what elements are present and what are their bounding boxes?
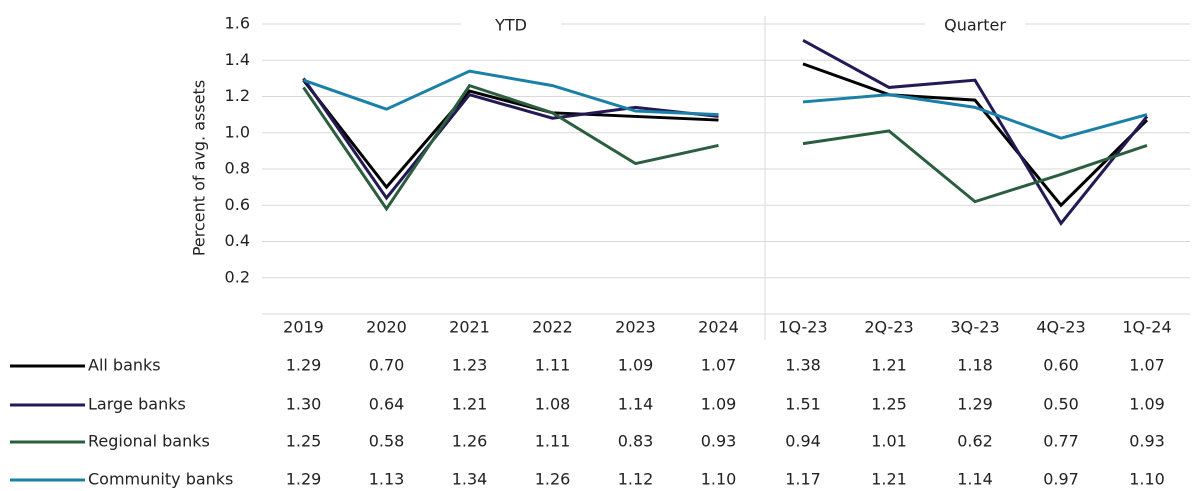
y-tick-label: 1.2 — [225, 86, 250, 105]
y-tick-label: 0.8 — [225, 159, 250, 178]
x-tick-label: 2019 — [283, 318, 324, 337]
panel-title-bg — [925, 12, 1025, 36]
table-value: 1.38 — [785, 356, 821, 375]
table-value: 1.14 — [957, 470, 993, 489]
table-value: 1.34 — [452, 470, 488, 489]
table-value: 1.18 — [957, 356, 993, 375]
series-line — [302, 77, 719, 201]
y-tick-label: 1.0 — [225, 122, 250, 141]
series-line — [303, 69, 719, 117]
y-tick-label: 0.4 — [225, 231, 250, 250]
table-value: 1.26 — [452, 432, 488, 451]
x-tick-label: 2022 — [532, 318, 573, 337]
series-line — [802, 129, 1148, 204]
table-value: 0.97 — [1043, 470, 1079, 489]
legend-label: Regional banks — [88, 432, 210, 451]
legend-label: Community banks — [88, 470, 233, 489]
table-value: 0.70 — [369, 356, 405, 375]
table-value: 1.07 — [701, 356, 737, 375]
table-value: 1.01 — [871, 432, 907, 451]
table-value: 1.25 — [286, 432, 322, 451]
y-tick-label: 0.6 — [225, 195, 250, 214]
y-tick-label: 1.6 — [225, 14, 250, 33]
x-tick-label: 4Q-23 — [1036, 318, 1085, 337]
table-value: 1.14 — [618, 395, 654, 414]
panel-title: Quarter — [944, 16, 1006, 35]
table-value: 1.13 — [369, 470, 405, 489]
table-value: 1.26 — [535, 470, 571, 489]
x-tick-label: 1Q-23 — [778, 318, 827, 337]
table-value: 1.25 — [871, 395, 907, 414]
table-value: 1.08 — [535, 395, 571, 414]
table-value: 0.94 — [785, 432, 821, 451]
series-line — [802, 38, 1149, 226]
table-value: 1.11 — [535, 432, 571, 451]
y-tick-label: 1.4 — [225, 50, 250, 69]
table-value: 1.09 — [701, 395, 737, 414]
table-value: 1.29 — [957, 395, 993, 414]
table-value: 1.10 — [701, 470, 737, 489]
table-value: 0.93 — [1129, 432, 1165, 451]
table-value: 0.62 — [957, 432, 993, 451]
table-value: 1.11 — [535, 356, 571, 375]
panel-title-bg — [461, 12, 561, 36]
table-value: 1.17 — [785, 470, 821, 489]
x-tick-label: 2024 — [698, 318, 739, 337]
table-value: 0.50 — [1043, 395, 1079, 414]
table-value: 1.10 — [1129, 470, 1165, 489]
y-axis-title: Percent of avg. assets — [190, 80, 209, 256]
table-value: 1.23 — [452, 356, 488, 375]
table-value: 1.51 — [785, 395, 821, 414]
table-value: 0.93 — [701, 432, 737, 451]
x-tick-label: 3Q-23 — [950, 318, 999, 337]
table-value: 1.29 — [286, 356, 322, 375]
table-value: 1.12 — [618, 470, 654, 489]
series-line — [302, 79, 719, 190]
legend-label: Large banks — [88, 395, 186, 414]
y-tick-label: 0.2 — [225, 267, 250, 286]
series-line — [302, 83, 719, 212]
table-value: 0.83 — [618, 432, 654, 451]
table-value: 0.77 — [1043, 432, 1079, 451]
x-tick-label: 2Q-23 — [864, 318, 913, 337]
table-value: 1.29 — [286, 470, 322, 489]
table-value: 1.09 — [1129, 395, 1165, 414]
table-value: 0.60 — [1043, 356, 1079, 375]
legend-label: All banks — [88, 356, 161, 375]
x-tick-label: 1Q-24 — [1122, 318, 1171, 337]
series-line — [802, 62, 1149, 208]
table-value: 0.58 — [369, 432, 405, 451]
table-value: 1.21 — [871, 470, 907, 489]
table-value: 1.30 — [286, 395, 322, 414]
panel-title: YTD — [494, 16, 527, 35]
table-value: 1.21 — [871, 356, 907, 375]
x-tick-label: 2021 — [449, 318, 490, 337]
table-value: 1.09 — [618, 356, 654, 375]
table-value: 1.21 — [452, 395, 488, 414]
table-value: 1.07 — [1129, 356, 1165, 375]
x-tick-label: 2023 — [615, 318, 656, 337]
series-line — [802, 93, 1148, 140]
table-value: 0.64 — [369, 395, 405, 414]
x-tick-label: 2020 — [366, 318, 407, 337]
